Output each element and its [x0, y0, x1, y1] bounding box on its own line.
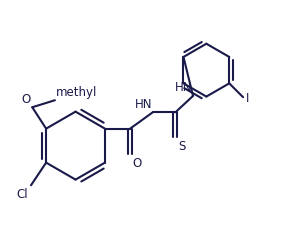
Text: Cl: Cl: [16, 187, 28, 201]
Text: O: O: [22, 93, 31, 106]
Text: HN: HN: [175, 81, 192, 94]
Text: methyl: methyl: [56, 86, 97, 99]
Text: S: S: [178, 140, 185, 153]
Text: O: O: [133, 156, 142, 169]
Text: HN: HN: [135, 97, 152, 110]
Text: I: I: [246, 91, 249, 104]
